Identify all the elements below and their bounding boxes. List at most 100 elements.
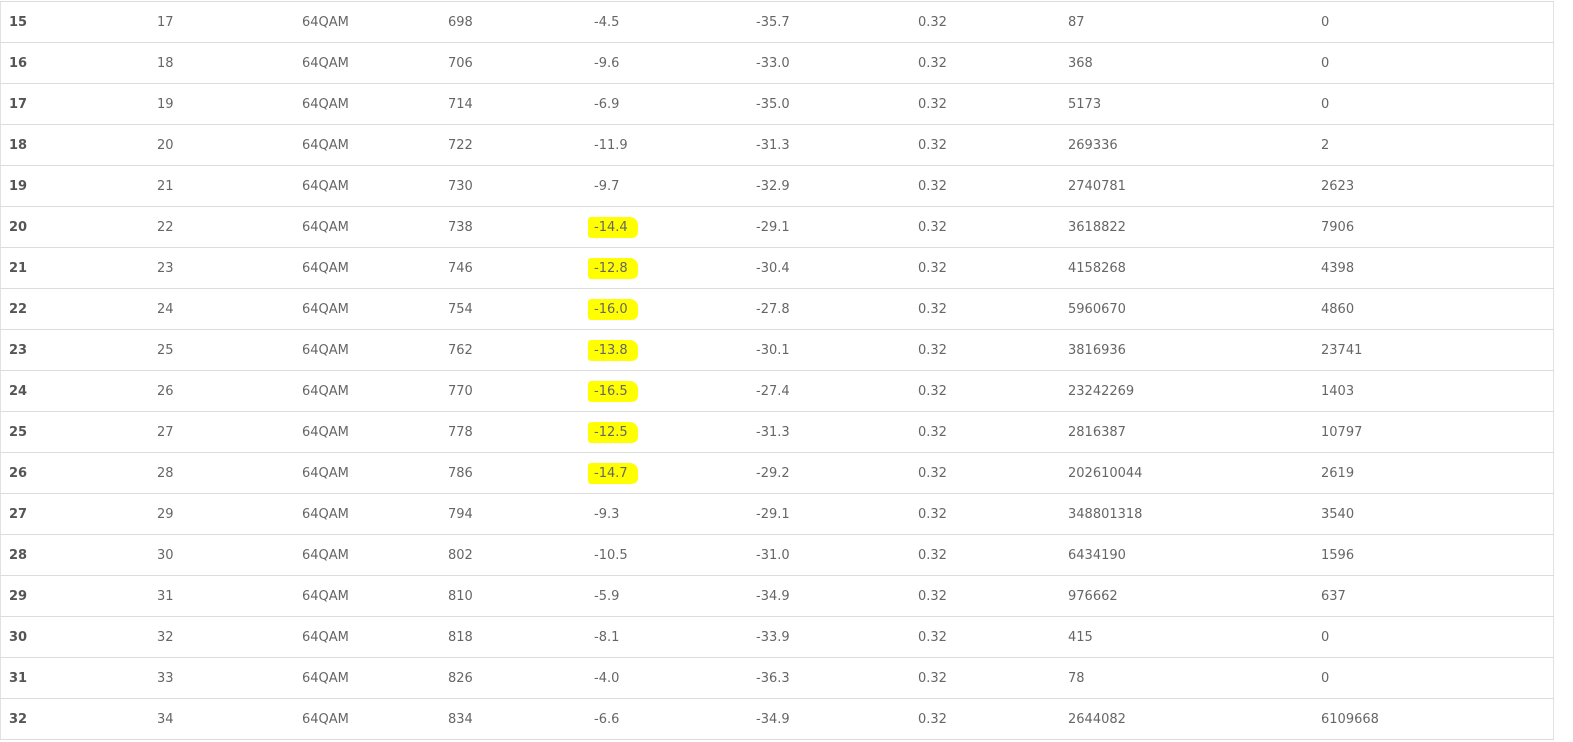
channel-index-value: 29 <box>9 588 28 604</box>
frequency-cell: 810 <box>448 576 594 617</box>
channel-id-cell: 31 <box>157 576 302 617</box>
modulation-value: 64QAM <box>302 465 349 481</box>
frequency-value: 810 <box>448 588 473 604</box>
corrected-count-cell: 269336 <box>1068 125 1321 166</box>
channel-id-value: 32 <box>157 629 174 645</box>
table-row: 32 34 64QAM 834 -6.6 -34.9 0.32 2644082 6109668 <box>0 698 1554 740</box>
ratio-cell: 0.32 <box>918 207 1068 248</box>
channel-id-cell: 28 <box>157 453 302 494</box>
power-value: -6.6 <box>594 711 620 727</box>
power-value: -4.0 <box>594 670 620 686</box>
highlighted-value: -12.5 <box>588 421 638 443</box>
ratio-value: 0.32 <box>918 137 947 153</box>
corrected-count-value: 4158268 <box>1068 260 1126 276</box>
power-cell: -14.4 <box>588 207 756 248</box>
uncorrectable-count-value: 0 <box>1321 670 1330 686</box>
snr-value: -31.3 <box>756 424 790 440</box>
channel-index-cell: 18 <box>1 125 158 166</box>
modulation-cell: 64QAM <box>302 43 448 84</box>
power-cell: -14.7 <box>588 453 756 494</box>
channel-index-cell: 15 <box>1 2 158 43</box>
ratio-value: 0.32 <box>918 383 947 399</box>
channel-index-value: 16 <box>9 55 28 71</box>
channel-index-value: 31 <box>9 670 28 686</box>
uncorrectable-count-cell: 2 <box>1321 125 1554 166</box>
ratio-cell: 0.32 <box>918 289 1068 330</box>
corrected-count-value: 5173 <box>1068 96 1102 112</box>
channel-index-cell: 29 <box>1 576 158 617</box>
snr-cell: -35.7 <box>756 2 918 43</box>
snr-cell: -29.2 <box>756 453 918 494</box>
power-cell: -12.8 <box>588 248 756 289</box>
channel-id-value: 33 <box>157 670 174 686</box>
ratio-cell: 0.32 <box>918 576 1068 617</box>
channel-index-value: 21 <box>9 260 28 276</box>
channel-id-value: 31 <box>157 588 174 604</box>
ratio-cell: 0.32 <box>918 412 1068 453</box>
snr-value: -31.0 <box>756 547 790 563</box>
channel-index-value: 25 <box>9 424 28 440</box>
snr-value: -36.3 <box>756 670 790 686</box>
snr-cell: -29.1 <box>756 207 918 248</box>
frequency-cell: 778 <box>448 412 594 453</box>
ratio-value: 0.32 <box>918 588 947 604</box>
uncorrectable-count-value: 4398 <box>1321 260 1355 276</box>
snr-value: -33.9 <box>756 629 790 645</box>
highlighted-value: -12.8 <box>588 257 638 279</box>
channel-index-cell: 17 <box>1 84 158 125</box>
power-cell: -6.9 <box>594 84 756 125</box>
channel-index-value: 23 <box>9 342 28 358</box>
table-row: 18 20 64QAM 722 -11.9 -31.3 0.32 269336 2 <box>0 124 1554 166</box>
frequency-value: 762 <box>448 342 473 358</box>
snr-cell: -30.4 <box>756 248 918 289</box>
channel-id-cell: 20 <box>157 125 302 166</box>
corrected-count-cell: 368 <box>1068 43 1321 84</box>
channel-index-cell: 21 <box>1 248 158 289</box>
frequency-value: 722 <box>448 137 473 153</box>
snr-value: -35.0 <box>756 96 790 112</box>
power-cell: -16.0 <box>588 289 756 330</box>
frequency-cell: 738 <box>448 207 594 248</box>
uncorrectable-count-cell: 0 <box>1321 658 1554 699</box>
channel-id-cell: 33 <box>157 658 302 699</box>
channel-id-cell: 34 <box>157 699 302 740</box>
channel-index-value: 19 <box>9 178 28 194</box>
uncorrectable-count-value: 4860 <box>1321 301 1355 317</box>
channel-index-cell: 16 <box>1 43 158 84</box>
modulation-value: 64QAM <box>302 260 349 276</box>
channel-index-value: 22 <box>9 301 28 317</box>
uncorrectable-count-value: 0 <box>1321 629 1330 645</box>
frequency-cell: 698 <box>448 2 594 43</box>
modulation-value: 64QAM <box>302 342 349 358</box>
uncorrectable-count-value: 7906 <box>1321 219 1355 235</box>
highlighted-value: -14.7 <box>588 462 638 484</box>
highlighted-value: -16.5 <box>588 380 638 402</box>
channel-id-value: 21 <box>157 178 174 194</box>
modulation-cell: 64QAM <box>302 248 448 289</box>
frequency-value: 770 <box>448 383 473 399</box>
table-row: 26 28 64QAM 786 -14.7 -29.2 0.32 202610044 2619 <box>0 452 1554 494</box>
channel-index-cell: 28 <box>1 535 158 576</box>
power-cell: -9.7 <box>594 166 756 207</box>
uncorrectable-count-cell: 7906 <box>1321 207 1554 248</box>
frequency-value: 714 <box>448 96 473 112</box>
modulation-cell: 64QAM <box>302 699 448 740</box>
uncorrectable-count-value: 6109668 <box>1321 711 1379 727</box>
uncorrectable-count-value: 0 <box>1321 96 1330 112</box>
modulation-cell: 64QAM <box>302 125 448 166</box>
channel-id-cell: 21 <box>157 166 302 207</box>
uncorrectable-count-value: 1403 <box>1321 383 1355 399</box>
power-cell: -6.6 <box>594 699 756 740</box>
uncorrectable-count-cell: 1596 <box>1321 535 1554 576</box>
channel-index-cell: 22 <box>1 289 158 330</box>
uncorrectable-count-value: 2 <box>1321 137 1330 153</box>
ratio-cell: 0.32 <box>918 166 1068 207</box>
modulation-value: 64QAM <box>302 55 349 71</box>
ratio-value: 0.32 <box>918 547 947 563</box>
channel-index-cell: 19 <box>1 166 158 207</box>
corrected-count-cell: 976662 <box>1068 576 1321 617</box>
uncorrectable-count-cell: 0 <box>1321 84 1554 125</box>
snr-value: -32.9 <box>756 178 790 194</box>
corrected-count-value: 87 <box>1068 14 1085 30</box>
snr-cell: -30.1 <box>756 330 918 371</box>
